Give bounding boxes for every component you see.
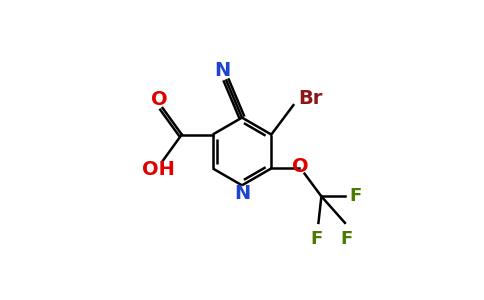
Text: OH: OH bbox=[142, 160, 175, 179]
Text: N: N bbox=[234, 184, 250, 203]
Text: F: F bbox=[340, 230, 352, 248]
Text: O: O bbox=[151, 90, 168, 109]
Text: F: F bbox=[349, 188, 362, 206]
Text: O: O bbox=[292, 158, 309, 176]
Text: F: F bbox=[311, 230, 323, 248]
Text: N: N bbox=[215, 61, 231, 80]
Text: Br: Br bbox=[299, 89, 323, 108]
